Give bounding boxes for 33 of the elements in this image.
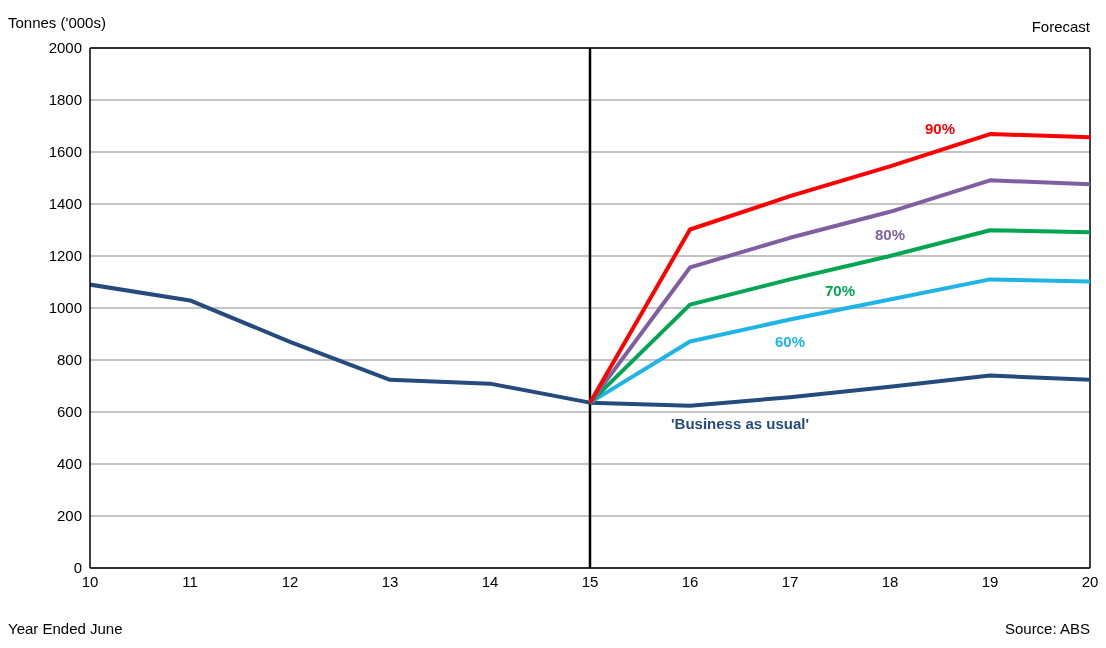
x-tick-label: 13 xyxy=(381,572,399,590)
source-note: Source: ABS xyxy=(1004,620,1090,637)
line-series xyxy=(90,282,1090,408)
y-tick-label: 400 xyxy=(56,455,82,473)
series-label: 70% xyxy=(824,281,856,299)
series-label: 60% xyxy=(774,333,806,351)
x-tick-label: 10 xyxy=(81,572,99,590)
y-tick-label: 1800 xyxy=(48,91,82,109)
y-tick-label: 1400 xyxy=(48,195,82,213)
x-axis-title: Year Ended June xyxy=(8,620,123,637)
y-tick-label: 1200 xyxy=(48,247,82,265)
y-tick-label: 1600 xyxy=(48,143,82,161)
text: Forecast xyxy=(1031,18,1090,35)
y-tick-label: 2000 xyxy=(48,39,82,57)
y-tick-label: 0 xyxy=(73,559,82,577)
x-tick-label: 18 xyxy=(881,572,899,590)
x-tick-label: 11 xyxy=(182,572,198,590)
x-tick-label: 20 xyxy=(1081,572,1099,590)
x-tick-label: 19 xyxy=(981,572,999,590)
series-label: 80% xyxy=(874,225,906,243)
x-tick-label: 17 xyxy=(781,572,799,590)
y-tick-label: 200 xyxy=(56,507,82,525)
series-label: 'Business as usual' xyxy=(670,415,810,433)
line-series xyxy=(588,132,1090,405)
y-tick-label: 800 xyxy=(56,351,82,369)
y-tick-label: 600 xyxy=(56,403,82,421)
x-tick-label: 15 xyxy=(581,572,599,590)
series-label: 90% xyxy=(924,120,956,138)
y-axis-title: Tonnes ('000s) xyxy=(8,14,106,31)
x-tick-label: 14 xyxy=(481,572,499,590)
x-tick-label: 16 xyxy=(681,572,699,590)
x-tick-label: 12 xyxy=(281,572,299,590)
y-tick-label: 1000 xyxy=(48,299,82,317)
